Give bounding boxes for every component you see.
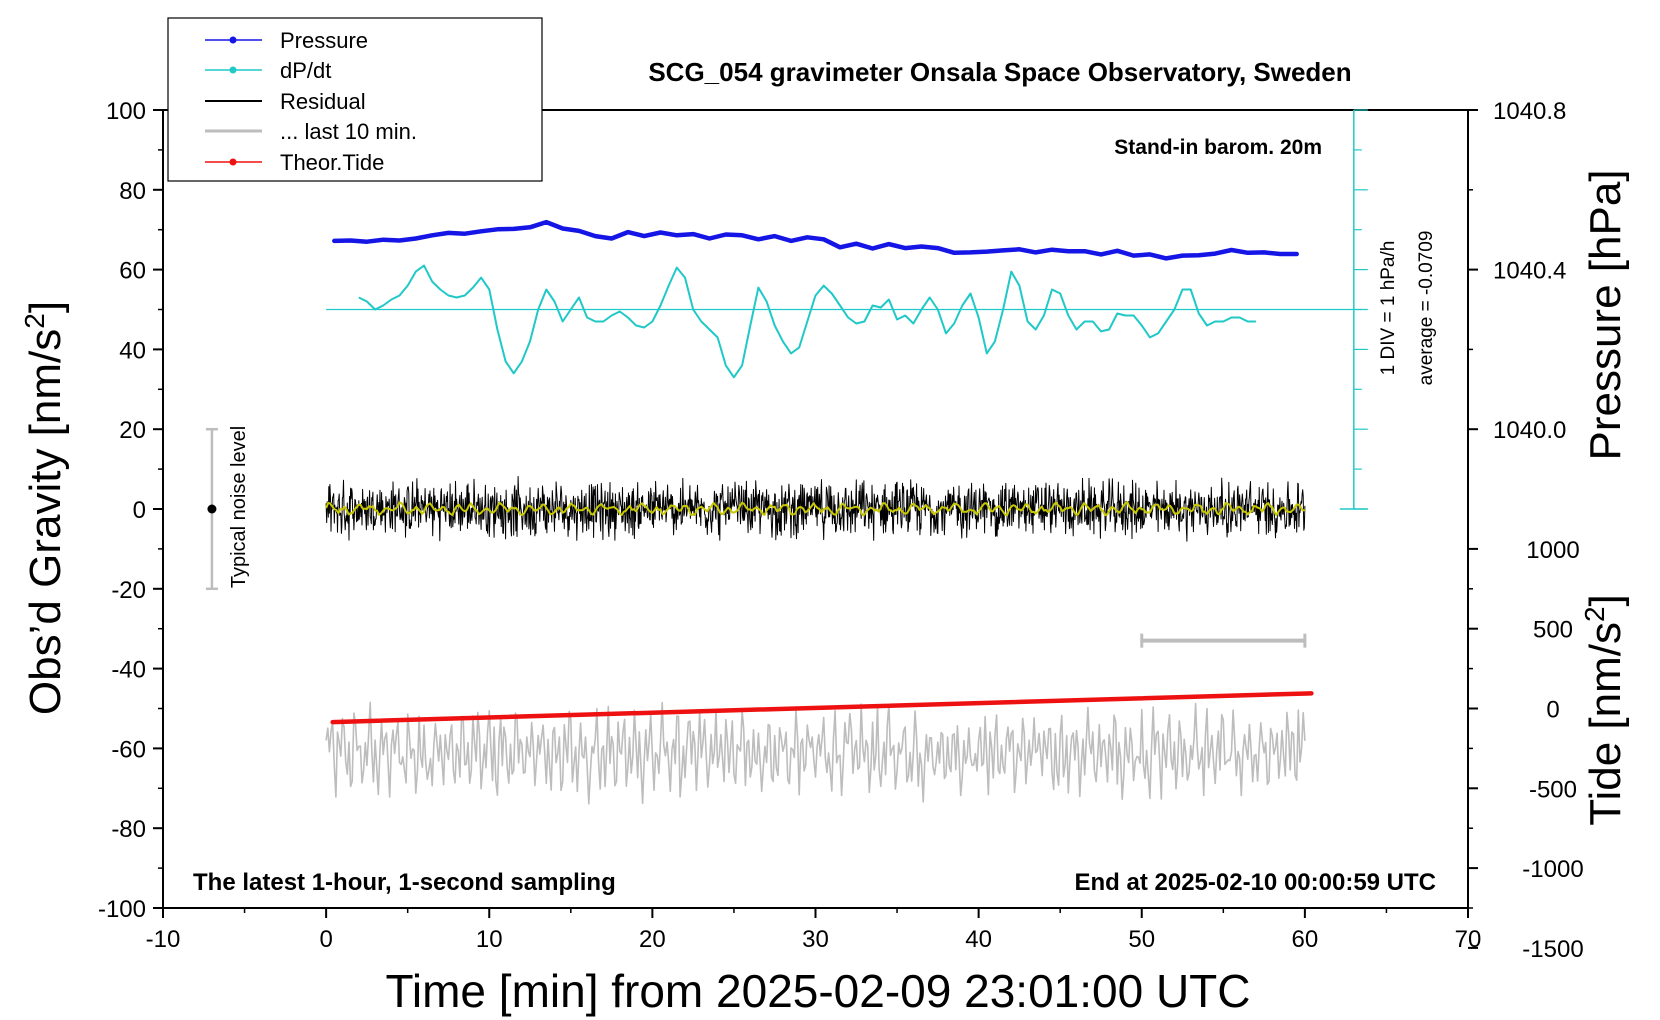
tide-tick-label: -500 bbox=[1529, 776, 1577, 803]
legend-label-dpdt: dP/dt bbox=[280, 58, 331, 83]
div-scale-note: 1 DIV = 1 hPa/h bbox=[1378, 241, 1399, 376]
series-residual-smooth-line bbox=[325, 501, 1306, 516]
x-tick-label: 0 bbox=[319, 926, 332, 953]
y-tick-label: -100 bbox=[98, 896, 146, 923]
y-axis-label-pressure: Pressure [hPa] bbox=[1581, 169, 1630, 460]
x-tick-label: 20 bbox=[639, 926, 666, 953]
y-axis-label-left-main: Obs’d Gravity [nm/s bbox=[21, 329, 70, 715]
pressure-tick-label: 1040.4 bbox=[1493, 258, 1566, 285]
series-pressure-line bbox=[332, 219, 1299, 261]
tide-tick-label: 0 bbox=[1546, 697, 1559, 724]
x-tick-label: 70 bbox=[1455, 926, 1482, 953]
legend-label-tide: Theor.Tide bbox=[280, 150, 384, 175]
tide-tick-label: 500 bbox=[1533, 617, 1573, 644]
footer-left-note: The latest 1-hour, 1-second sampling bbox=[193, 869, 616, 896]
x-tick-label: 60 bbox=[1292, 926, 1319, 953]
plot-layer: -10 0 10 20 30 40 50 60 70-100-80-60-40-20020406… bbox=[98, 98, 1584, 963]
pressure-tick-label: 1040.0 bbox=[1493, 417, 1566, 444]
y-tick-label: 80 bbox=[119, 178, 146, 205]
series-last10-line bbox=[325, 701, 1306, 805]
series-dpdt-line bbox=[358, 264, 1256, 379]
pressure-tick-label: 1040.8 bbox=[1493, 98, 1566, 125]
x-tick-label: 30 bbox=[802, 926, 829, 953]
y-axis-label-left-close: ] bbox=[21, 301, 70, 313]
y-axis-label-tide: Tide [nm/s2] bbox=[1579, 594, 1630, 826]
tide-tick-label: -1000 bbox=[1522, 856, 1583, 883]
tide-tick-label: 1000 bbox=[1526, 537, 1579, 564]
x-tick-label: -10 bbox=[146, 926, 181, 953]
y-tick-label: 40 bbox=[119, 337, 146, 364]
y-tick-label: 100 bbox=[106, 98, 146, 125]
legend-label-pressure: Pressure bbox=[280, 28, 368, 53]
tide-tick-label: -1500 bbox=[1522, 936, 1583, 963]
y-axis-label-left: Obs’d Gravity [nm/s2] bbox=[19, 301, 70, 715]
legend-box bbox=[167, 17, 543, 182]
legend-marker-dpdt bbox=[229, 66, 237, 74]
legend: Pressure dP/dt Residual ... last 10 min.… bbox=[167, 17, 543, 182]
y-tick-label: -80 bbox=[111, 816, 146, 843]
x-tick-label: 10 bbox=[476, 926, 503, 953]
footer-right-note: End at 2025-02-10 00:00:59 UTC bbox=[1075, 869, 1437, 896]
y-tick-label: -60 bbox=[111, 736, 146, 763]
y-tick-label: 60 bbox=[119, 258, 146, 285]
series-residual-line bbox=[325, 476, 1306, 542]
noise-level-note: Typical noise level bbox=[228, 426, 250, 588]
legend-marker-pressure bbox=[229, 36, 237, 44]
x-axis-label: Time [min] from 2025-02-09 23:01:00 UTC bbox=[386, 965, 1251, 1017]
y-tick-label: -20 bbox=[111, 577, 146, 604]
legend-marker-tide bbox=[229, 158, 237, 166]
legend-label-residual: Residual bbox=[280, 89, 366, 114]
y-tick-label: -40 bbox=[111, 657, 146, 684]
y-axis-label-tide-sup: 2 bbox=[1579, 606, 1610, 622]
series-tide-line bbox=[330, 691, 1314, 725]
legend-label-last10: ... last 10 min. bbox=[280, 119, 417, 144]
x-tick-label: 50 bbox=[1128, 926, 1155, 953]
y-tick-label: 20 bbox=[119, 417, 146, 444]
average-note: average = -0.0709 bbox=[1416, 231, 1437, 386]
y-axis-label-left-sup: 2 bbox=[19, 313, 50, 329]
chart-title: SCG_054 gravimeter Onsala Space Observat… bbox=[648, 57, 1351, 87]
y-axis-label-tide-main: Tide [nm/s bbox=[1581, 622, 1630, 826]
barometer-note: Stand-in barom. 20m bbox=[1114, 136, 1322, 159]
noise-bar-center bbox=[207, 504, 217, 514]
y-tick-label: 0 bbox=[133, 497, 146, 524]
x-tick-label: 40 bbox=[965, 926, 992, 953]
y-axis-label-tide-close: ] bbox=[1581, 594, 1630, 606]
